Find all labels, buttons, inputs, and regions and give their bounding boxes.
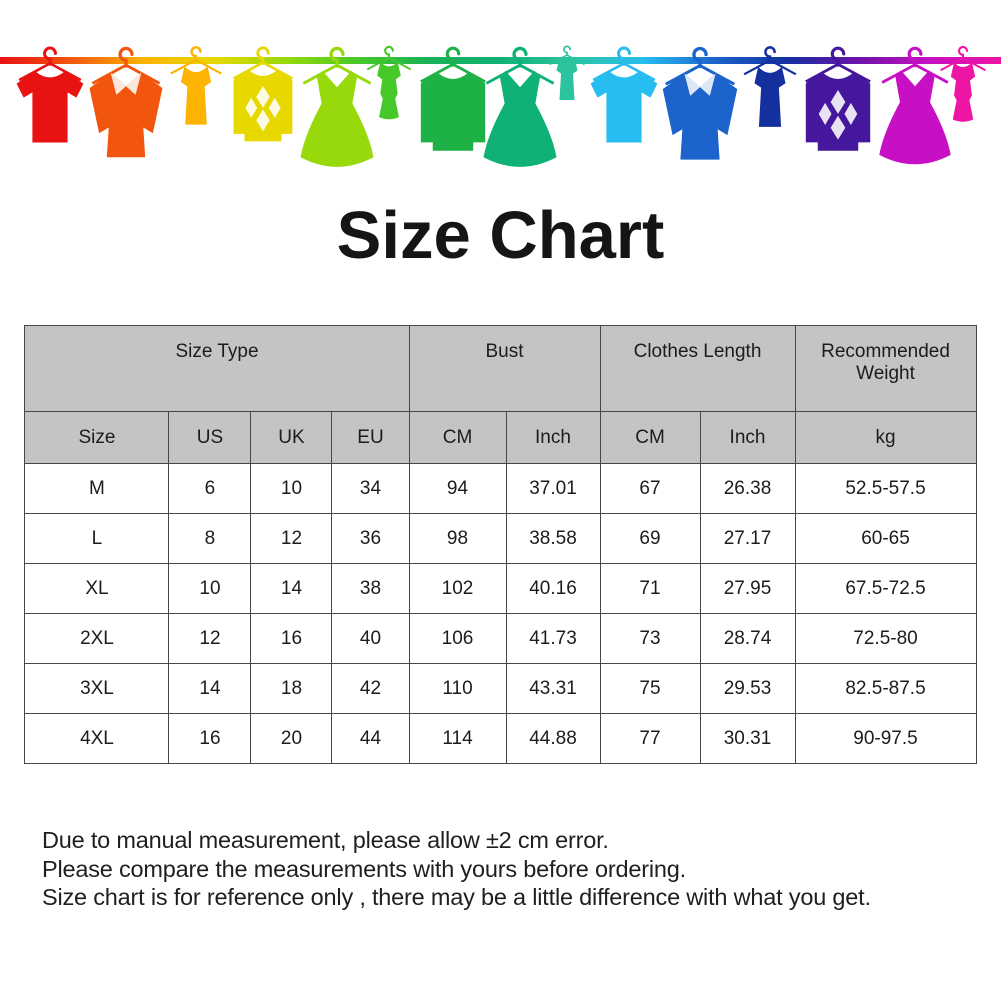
rainbow-clothesline <box>0 57 1001 64</box>
table-cell: 12 <box>250 513 333 565</box>
note-line: Due to manual measurement, please allow … <box>42 827 609 854</box>
table-cell: 10 <box>250 463 333 515</box>
table-cell: 43.31 <box>505 663 601 715</box>
column-header-kg: kg <box>794 411 977 465</box>
table-cell: 38 <box>331 563 410 615</box>
column-header-row: Size US UK EU CM Inch CM Inch kg <box>24 411 977 465</box>
table-cell: 38.58 <box>505 513 601 565</box>
table-cell: 16 <box>168 713 252 765</box>
table-cell: 8 <box>168 513 252 565</box>
size-label: XL <box>24 563 170 615</box>
column-header-eu: EU <box>331 411 410 465</box>
table-cell: 26.38 <box>699 463 796 515</box>
tank-dress-icon <box>931 44 995 127</box>
table-cell: 114 <box>408 713 507 765</box>
table-cell: 71 <box>599 563 701 615</box>
table-cell: 14 <box>250 563 333 615</box>
table-cell: 12 <box>168 613 252 665</box>
table-cell: 6 <box>168 463 252 515</box>
table-cell: 77 <box>599 713 701 765</box>
table-cell: 16 <box>250 613 333 665</box>
table-cell: 37.01 <box>505 463 601 515</box>
table-cell: 73 <box>599 613 701 665</box>
tank-dress-icon <box>358 44 420 125</box>
size-label: 2XL <box>24 613 170 665</box>
size-label: 3XL <box>24 663 170 715</box>
table-cell: 110 <box>408 663 507 715</box>
table-cell: 98 <box>408 513 507 565</box>
table-cell: 44 <box>331 713 410 765</box>
table-row: XL 10 14 38 102 40.16 71 27.95 67.5-72.5 <box>24 563 977 615</box>
dress-icon <box>868 44 962 166</box>
table-cell: 42 <box>331 663 410 715</box>
table-cell: 52.5-57.5 <box>794 463 977 515</box>
table-cell: 20 <box>250 713 333 765</box>
argyle-sweater-icon <box>792 44 884 164</box>
tank-top-icon <box>542 44 592 109</box>
table-cell: 94 <box>408 463 507 515</box>
size-label: L <box>24 513 170 565</box>
column-header-bust-inch: Inch <box>505 411 601 465</box>
table-cell: 27.17 <box>699 513 796 565</box>
table-cell: 102 <box>408 563 507 615</box>
table-row: L 8 12 36 98 38.58 69 27.17 60-65 <box>24 513 977 565</box>
table-row: 3XL 14 18 42 110 43.31 75 29.53 82.5-87.5 <box>24 663 977 715</box>
table-cell: 72.5-80 <box>794 613 977 665</box>
tank-top-icon <box>160 44 232 138</box>
table-cell: 30.31 <box>699 713 796 765</box>
table-cell: 29.53 <box>699 663 796 715</box>
table-cell: 60-65 <box>794 513 977 565</box>
tshirt-icon <box>580 44 668 158</box>
column-header-len-cm: CM <box>599 411 701 465</box>
size-label: M <box>24 463 170 515</box>
table-cell: 27.95 <box>699 563 796 615</box>
table-cell: 14 <box>168 663 252 715</box>
clothesline-banner <box>0 0 1001 182</box>
argyle-sweater-icon <box>221 44 305 153</box>
column-header-size: Size <box>24 411 170 465</box>
table-cell: 106 <box>408 613 507 665</box>
column-header-bust-cm: CM <box>408 411 507 465</box>
header-group-row: Size Type Bust Clothes Length Recommende… <box>24 325 977 413</box>
column-header-us: US <box>168 411 252 465</box>
table-cell: 18 <box>250 663 333 715</box>
table-row: 2XL 12 16 40 106 41.73 73 28.74 72.5-80 <box>24 613 977 665</box>
table-cell: 40.16 <box>505 563 601 615</box>
measurement-notes: Due to manual measurement, please allow … <box>42 826 1001 912</box>
table-cell: 41.73 <box>505 613 601 665</box>
tshirt-icon <box>6 44 94 158</box>
sweater-icon <box>407 44 499 164</box>
header-size-type: Size Type <box>24 325 410 413</box>
table-cell: 28.74 <box>699 613 796 665</box>
header-recommended-weight: Recommended Weight <box>794 325 977 413</box>
table-row: 4XL 16 20 44 114 44.88 77 30.31 90-97.5 <box>24 713 977 765</box>
table-cell: 67 <box>599 463 701 515</box>
size-table-body: M 6 10 34 94 37.01 67 26.38 52.5-57.5 L 8 12 36 98 38.… <box>24 463 977 765</box>
header-clothes-length: Clothes Length <box>599 325 796 413</box>
table-row: M 6 10 34 94 37.01 67 26.38 52.5-57.5 <box>24 463 977 515</box>
column-header-uk: UK <box>250 411 333 465</box>
table-cell: 36 <box>331 513 410 565</box>
note-line: Please compare the measurements with you… <box>42 855 686 882</box>
page-title: Size Chart <box>336 198 665 273</box>
table-cell: 75 <box>599 663 701 715</box>
table-cell: 10 <box>168 563 252 615</box>
dress-icon <box>289 44 385 169</box>
shirt-icon <box>78 44 174 169</box>
table-cell: 34 <box>331 463 410 515</box>
size-label: 4XL <box>24 713 170 765</box>
dress-icon <box>472 44 568 169</box>
shirt-icon <box>651 44 749 171</box>
size-chart-table: Size Type Bust Clothes Length Recommende… <box>24 325 977 765</box>
table-cell: 69 <box>599 513 701 565</box>
tank-top-icon <box>733 44 807 140</box>
note-line: Size chart is for reference only , there… <box>42 884 871 911</box>
table-cell: 67.5-72.5 <box>794 563 977 615</box>
table-cell: 40 <box>331 613 410 665</box>
table-cell: 82.5-87.5 <box>794 663 977 715</box>
table-cell: 44.88 <box>505 713 601 765</box>
table-cell: 90-97.5 <box>794 713 977 765</box>
column-header-len-inch: Inch <box>699 411 796 465</box>
header-bust: Bust <box>408 325 601 413</box>
